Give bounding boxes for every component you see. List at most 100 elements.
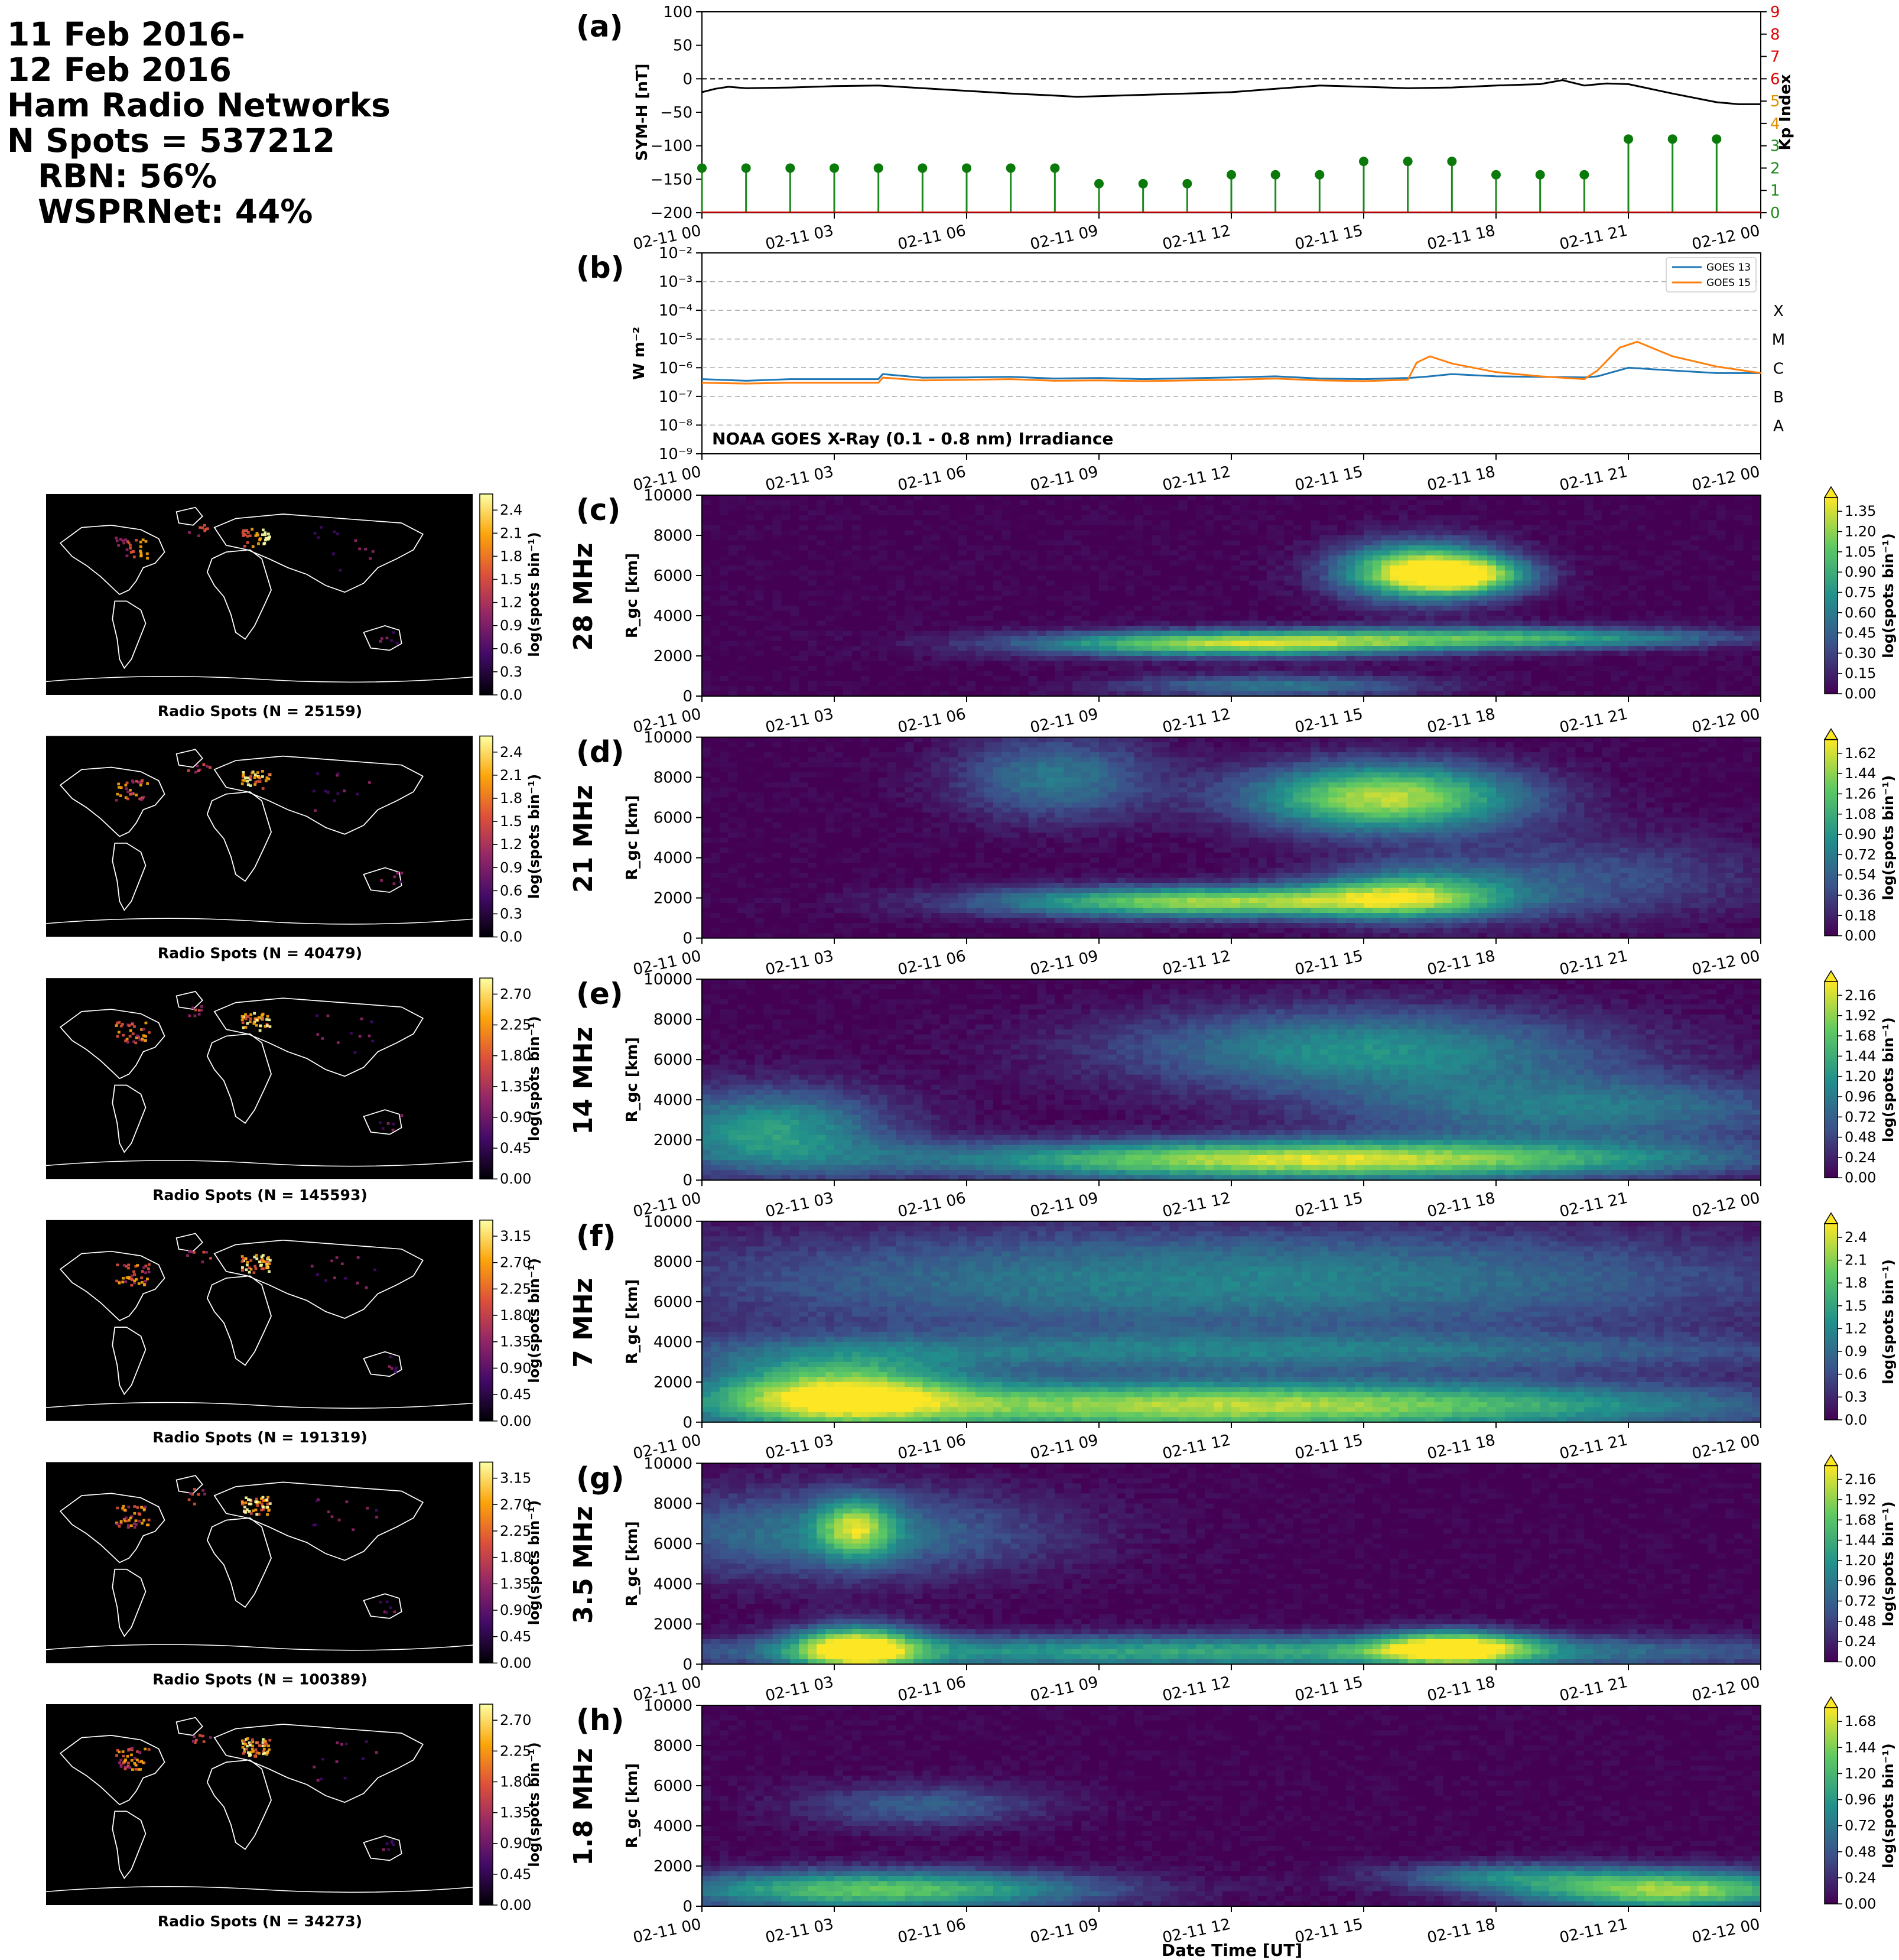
heatmap-cell: [1452, 676, 1461, 681]
heatmap-cell: [764, 541, 773, 546]
heatmap-cell: [922, 676, 932, 681]
heatmap-cell: [1099, 581, 1108, 586]
heatmap-cell: [1682, 686, 1691, 691]
heatmap-cell: [781, 525, 791, 531]
heatmap-cell: [1276, 531, 1285, 536]
heatmap-cell: [746, 551, 756, 556]
heatmap-cell: [1196, 681, 1205, 687]
heatmap-cell: [1540, 636, 1550, 641]
heatmap-cell: [967, 646, 976, 651]
heatmap-cell: [1276, 661, 1285, 667]
heatmap-cell: [799, 671, 808, 677]
heatmap-cell: [1046, 531, 1055, 536]
heatmap-cell: [1434, 495, 1443, 500]
heatmap-cell: [825, 591, 835, 596]
heatmap-cell: [1373, 596, 1382, 601]
heatmap-cell: [790, 596, 799, 601]
heatmap-cell: [1531, 611, 1541, 616]
heatmap-cell: [1514, 531, 1523, 536]
heatmap-cell: [1523, 561, 1532, 566]
heatmap-cell: [913, 661, 923, 667]
heatmap-cell: [1708, 511, 1717, 516]
heatmap-cell: [1487, 521, 1497, 526]
heatmap-cell: [1426, 541, 1435, 546]
heatmap-cell: [1426, 545, 1435, 551]
heatmap-cell: [772, 601, 782, 606]
heatmap-cell: [1549, 521, 1559, 526]
heatmap-cell: [737, 571, 747, 576]
heatmap-cell: [1716, 646, 1726, 651]
heatmap-cell: [931, 611, 941, 616]
heatmap-cell: [1664, 606, 1673, 611]
heatmap-cell: [1117, 596, 1126, 601]
heatmap-cell: [1690, 666, 1700, 671]
heatmap-cell: [1646, 641, 1656, 646]
heatmap-cell: [1231, 626, 1241, 631]
heatmap-cell: [1443, 686, 1452, 691]
heatmap-cell: [1055, 651, 1064, 656]
heatmap-cell: [1108, 661, 1117, 667]
heatmap-cell: [1602, 505, 1611, 511]
heatmap-cell: [1081, 611, 1091, 616]
heatmap-cell: [1134, 636, 1144, 641]
heatmap-cell: [1682, 571, 1691, 576]
heatmap-cell: [843, 636, 853, 641]
heatmap-cell: [1408, 531, 1417, 536]
heatmap-cell: [1628, 636, 1638, 641]
heatmap-cell: [781, 531, 791, 536]
heatmap-cell: [1355, 656, 1364, 661]
heatmap-cell: [1169, 671, 1179, 677]
heatmap-cell: [1143, 586, 1153, 591]
heatmap-cell: [870, 641, 879, 646]
heatmap-cell: [1399, 555, 1409, 561]
heatmap-cell: [1231, 671, 1241, 677]
heatmap-cell: [1469, 651, 1479, 656]
heatmap-cell: [1302, 616, 1311, 621]
heatmap-cell: [1716, 656, 1726, 661]
heatmap-cell: [1346, 661, 1355, 667]
heatmap-cell: [746, 626, 756, 631]
goes-series-line: [702, 368, 1761, 381]
heatmap-cell: [984, 515, 994, 521]
heatmap-cell: [1108, 541, 1117, 546]
heatmap-cell: [1381, 596, 1391, 601]
heatmap-cell: [852, 676, 861, 681]
heatmap-cell: [1196, 686, 1205, 691]
heatmap-cell: [896, 565, 906, 571]
heatmap-cell: [1743, 681, 1752, 687]
heatmap-cell: [1637, 686, 1647, 691]
heatmap-cell: [1373, 555, 1382, 561]
heatmap-cell: [1708, 601, 1717, 606]
heatmap-cell: [958, 646, 967, 651]
heatmap-cell: [931, 521, 941, 526]
heatmap-cell: [1046, 576, 1055, 581]
heatmap-cell: [1152, 651, 1162, 656]
heatmap-cell: [781, 535, 791, 541]
heatmap-cell: [1222, 661, 1232, 667]
heatmap-cell: [1452, 596, 1461, 601]
heatmap-cell: [1311, 581, 1320, 586]
heatmap-cell: [1055, 555, 1064, 561]
heatmap-cell: [984, 551, 994, 556]
heatmap-cell: [720, 581, 729, 586]
heatmap-cell: [1337, 541, 1347, 546]
heatmap-cell: [799, 681, 808, 687]
heatmap-cell: [852, 551, 861, 556]
heatmap-cell: [870, 495, 879, 500]
heatmap-cell: [1602, 661, 1611, 667]
heatmap-cell: [808, 571, 817, 576]
heatmap-cell: [1682, 531, 1691, 536]
heatmap-cell: [1540, 611, 1550, 616]
heatmap-cell: [1752, 571, 1761, 576]
heatmap-cell: [1108, 626, 1117, 631]
heatmap-cell: [1611, 521, 1620, 526]
heatmap-cell: [1346, 591, 1355, 596]
heatmap-cell: [1690, 621, 1700, 626]
heatmap-cell: [1029, 646, 1038, 651]
heatmap-cell: [852, 535, 861, 541]
heatmap-cell: [1205, 531, 1214, 536]
heatmap-cell: [1752, 531, 1761, 536]
heatmap-cell: [834, 545, 844, 551]
heatmap-cell: [1346, 541, 1355, 546]
heatmap-cell: [781, 676, 791, 681]
